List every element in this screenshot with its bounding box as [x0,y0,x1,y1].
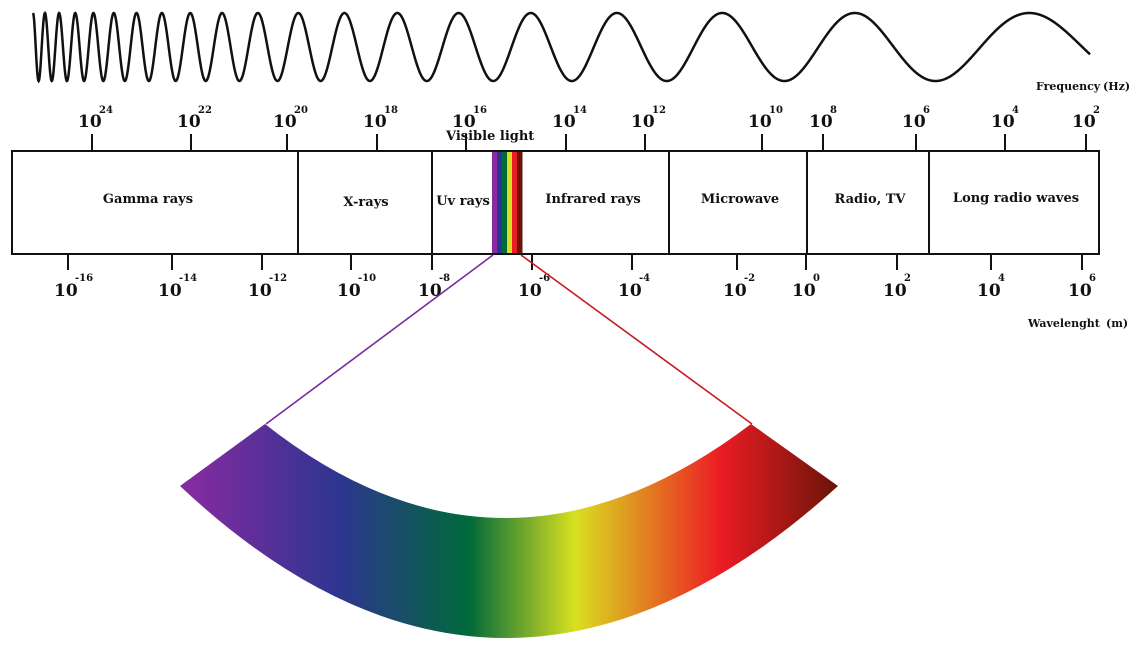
frequency-tick-exponent: 16 [473,105,487,116]
frequency-tick-base: 10 [177,112,201,132]
wavelength-tick-exponent: -12 [269,273,287,284]
visible-light-label: Visible light [445,129,534,144]
visible-strip-segment [507,152,513,253]
wavelength-tick-base: 10 [54,281,78,301]
visible-strip-segment [502,152,508,253]
frequency-tick-exponent: 24 [99,105,113,116]
wavelength-tick-exponent: 2 [904,273,911,284]
wavelength-tick-exponent: -8 [439,273,450,284]
wavelength-tick-base: 10 [518,281,542,301]
band-label-long-radio: Long radio waves [953,191,1079,206]
frequency-tick-base: 10 [552,112,576,132]
frequency-tick-base: 10 [273,112,297,132]
wavelength-tick-base: 10 [1068,281,1092,301]
band-label-xrays: X-rays [343,195,388,210]
wavelength-tick-exponent: -14 [179,273,197,284]
band-label-infrared: Infrared rays [545,192,640,207]
wavelength-tick-exponent: 0 [813,273,820,284]
frequency-tick-base: 10 [809,112,833,132]
wavelength-tick-base: 10 [883,281,907,301]
wavelength-tick-exponent: 6 [1089,273,1096,284]
wavelength-ticks: 10-1610-1410-1210-1010-810-610-410-21001… [54,254,1096,301]
band-label-uv: Uv rays [436,194,490,209]
visible-strip-segment [517,152,523,253]
frequency-tick-exponent: 4 [1012,105,1019,116]
visible-strip-segment [512,152,518,253]
wavelength-tick-exponent: -16 [75,273,93,284]
wavelength-axis-unit: (m) [1106,317,1128,330]
frequency-tick-exponent: 10 [769,105,783,116]
frequency-tick-exponent: 14 [573,105,587,116]
band-box [11,150,1100,255]
frequency-wave [31,10,1091,84]
wavelength-tick-base: 10 [792,281,816,301]
frequency-tick-base: 10 [748,112,772,132]
frequency-tick-base: 10 [1072,112,1096,132]
frequency-tick-exponent: 18 [384,105,398,116]
wavelength-axis-title: Wavelenght [1027,317,1101,330]
frequency-tick-exponent: 2 [1093,105,1100,116]
frequency-tick-base: 10 [991,112,1015,132]
wavelength-tick-exponent: -6 [539,273,550,284]
frequency-tick-exponent: 22 [198,105,212,116]
zoom-line-red [520,254,753,425]
band-label-microwave: Microwave [701,192,779,207]
band-label-gamma: Gamma rays [103,192,193,207]
frequency-tick-base: 10 [452,112,476,132]
wavelength-tick-base: 10 [723,281,747,301]
frequency-tick-base: 10 [78,112,102,132]
wavelength-tick-base: 10 [618,281,642,301]
wavelength-tick-exponent: -2 [744,273,755,284]
frequency-tick-exponent: 6 [923,105,930,116]
wavelength-tick-base: 10 [977,281,1001,301]
visible-light-strip [492,152,523,253]
frequency-tick-base: 10 [902,112,926,132]
visible-strip-segment [497,152,503,253]
frequency-tick-base: 10 [631,112,655,132]
wavelength-tick-exponent: -4 [639,273,650,284]
wavelength-tick-base: 10 [158,281,182,301]
wavelength-tick-base: 10 [418,281,442,301]
frequency-tick-exponent: 8 [830,105,837,116]
wavelength-tick-base: 10 [337,281,361,301]
frequency-ticks: 1024102210201018101610141012101010810610… [78,105,1100,151]
wavelength-tick-base: 10 [248,281,272,301]
visible-strip-segment [492,152,498,253]
zoom-line-violet [265,254,494,425]
frequency-tick-exponent: 20 [294,105,308,116]
wavelength-tick-exponent: -10 [358,273,376,284]
visible-spectrum-arc [180,424,838,638]
frequency-axis-title: Frequency [1036,80,1101,93]
band-label-radio: Radio, TV [834,192,906,207]
wavelength-tick-exponent: 4 [998,273,1005,284]
band-dividers [297,151,930,254]
frequency-axis-unit: (Hz) [1103,80,1130,93]
frequency-tick-base: 10 [363,112,387,132]
frequency-tick-exponent: 12 [652,105,666,116]
